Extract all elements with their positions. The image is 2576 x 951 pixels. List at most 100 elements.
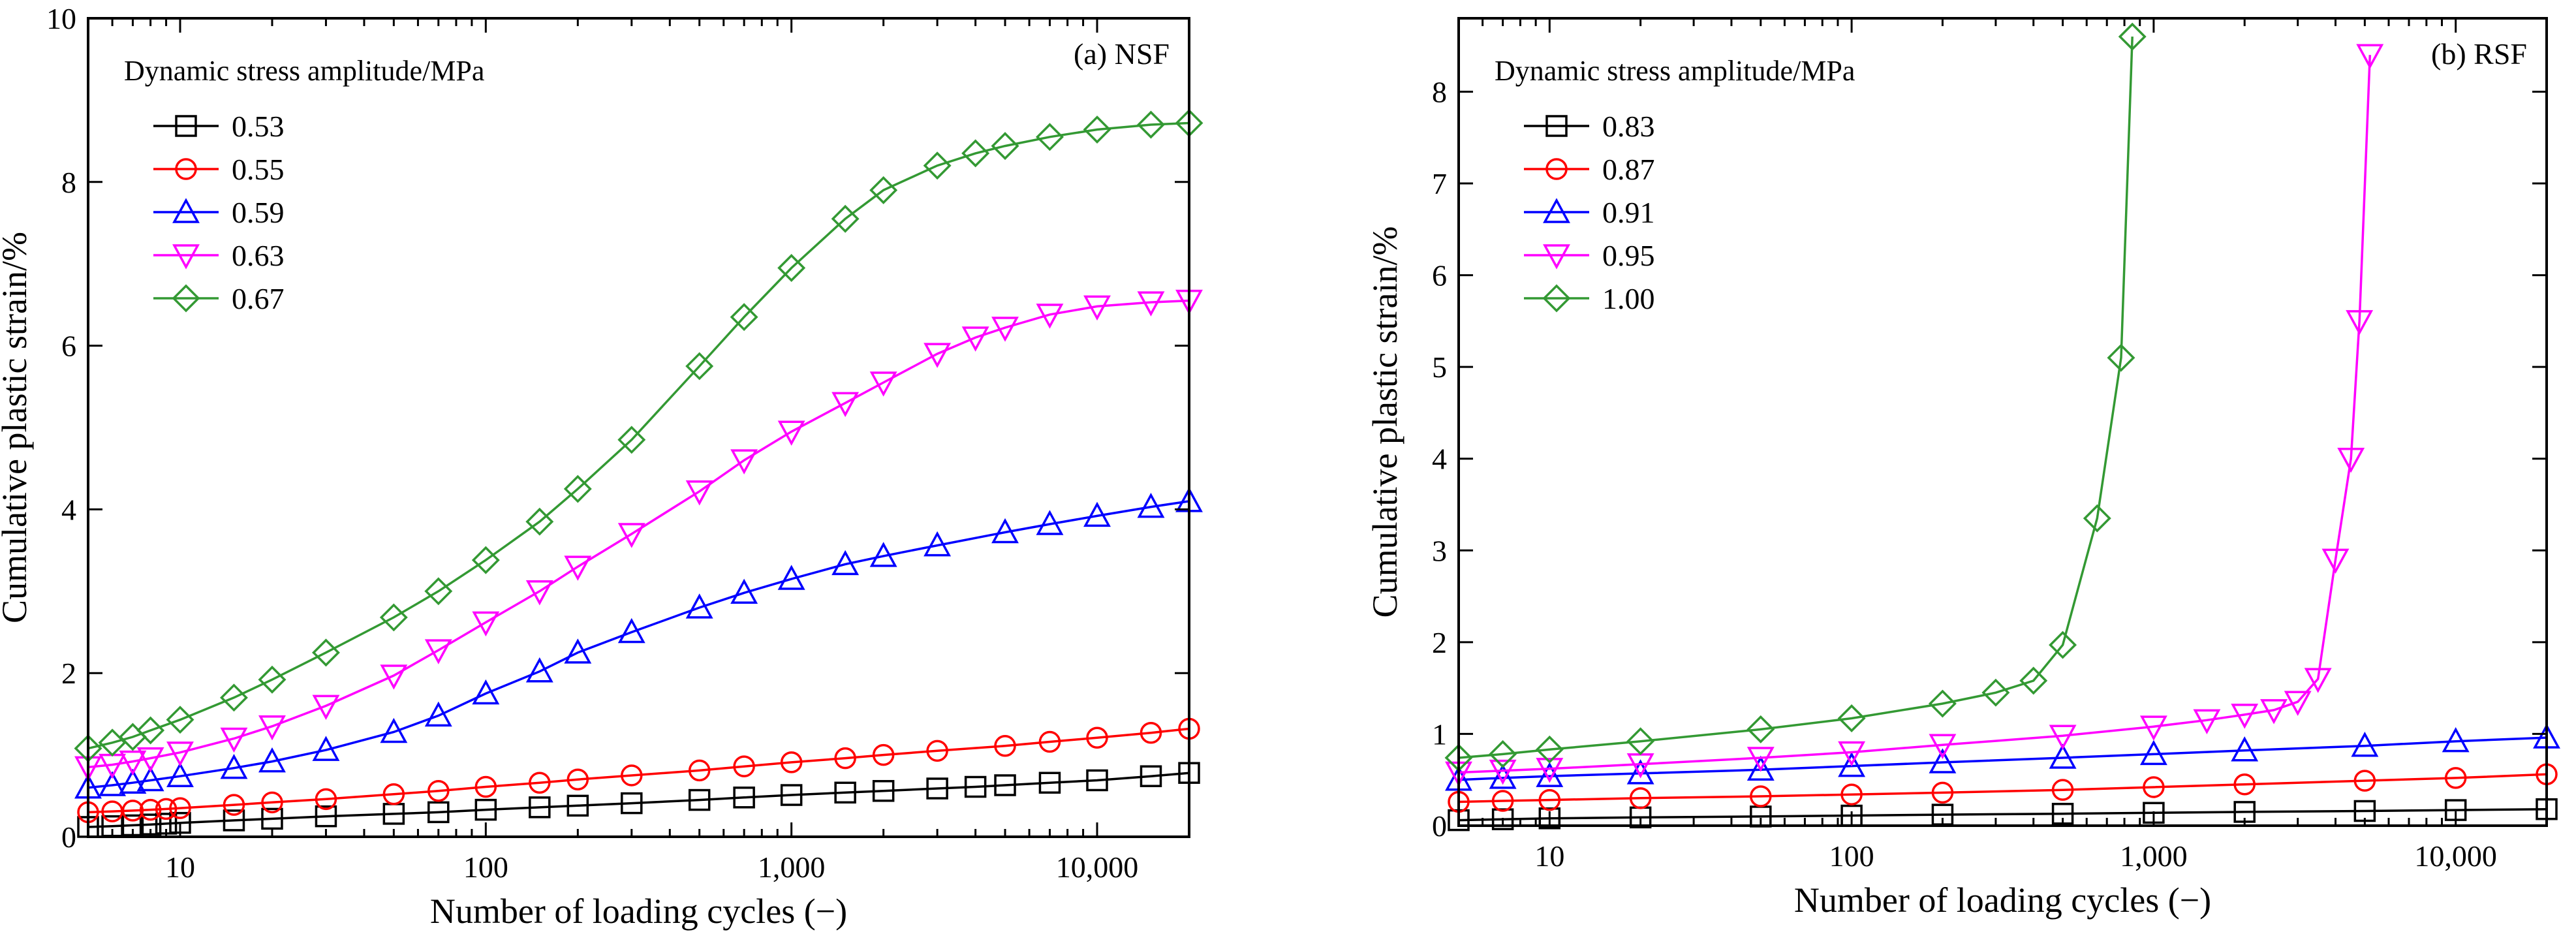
data-point bbox=[1929, 748, 1957, 773]
y-axis-label: Cumulative plastic strain/% bbox=[1365, 226, 1404, 618]
series-0.63 bbox=[74, 289, 1203, 782]
data-point bbox=[685, 480, 713, 506]
data-point bbox=[139, 798, 162, 821]
data-point bbox=[1838, 751, 1866, 777]
data-point bbox=[1626, 727, 1655, 756]
data-point bbox=[427, 801, 450, 824]
data-point bbox=[2231, 704, 2259, 729]
data-point bbox=[869, 542, 897, 567]
data-point bbox=[1137, 492, 1165, 518]
data-point bbox=[834, 747, 856, 770]
legend-label: 0.91 bbox=[1602, 196, 1655, 229]
data-point bbox=[220, 754, 248, 779]
data-point bbox=[1140, 721, 1162, 744]
data-point bbox=[119, 768, 147, 794]
data-point bbox=[529, 772, 551, 794]
data-point bbox=[261, 791, 283, 814]
y-tick-label: 2 bbox=[61, 657, 76, 690]
data-point bbox=[379, 603, 408, 632]
data-point bbox=[2107, 343, 2135, 372]
data-point bbox=[315, 788, 337, 811]
data-point bbox=[926, 777, 948, 800]
data-point bbox=[1036, 304, 1064, 329]
data-point bbox=[1929, 734, 1957, 759]
data-point bbox=[312, 736, 340, 761]
y-tick-label: 8 bbox=[61, 166, 76, 199]
data-point bbox=[119, 750, 147, 776]
data-point bbox=[2346, 310, 2374, 335]
legend-item: 0.53 bbox=[153, 110, 285, 143]
x-tick-label: 10 bbox=[1534, 839, 1564, 873]
data-point bbox=[1538, 807, 1561, 830]
data-point bbox=[424, 577, 453, 606]
data-point bbox=[923, 531, 952, 557]
data-point bbox=[685, 593, 713, 619]
data-point bbox=[474, 775, 497, 798]
series-line bbox=[1458, 807, 2547, 822]
legend-item: 1.00 bbox=[1524, 282, 1655, 315]
legend-label: 0.95 bbox=[1602, 239, 1655, 272]
data-point bbox=[2231, 736, 2259, 762]
plot-frame bbox=[87, 17, 1190, 838]
legend-item: 0.63 bbox=[153, 239, 285, 272]
data-point bbox=[1746, 755, 1775, 781]
data-point bbox=[1137, 291, 1165, 317]
data-point bbox=[427, 780, 450, 802]
legend-label: 0.59 bbox=[232, 196, 285, 229]
data-point bbox=[424, 639, 452, 664]
data-point bbox=[1036, 510, 1064, 535]
data-point bbox=[2051, 779, 2074, 801]
data-point bbox=[2356, 44, 2384, 69]
data-point bbox=[2118, 22, 2147, 51]
data-point bbox=[2049, 725, 2077, 750]
data-point bbox=[564, 555, 592, 581]
panel-label: (b) RSF bbox=[2431, 37, 2527, 70]
legend-label: 0.53 bbox=[232, 110, 285, 143]
data-point bbox=[1137, 110, 1165, 139]
data-point bbox=[1086, 726, 1108, 749]
data-point bbox=[380, 717, 408, 743]
data-point bbox=[617, 426, 646, 454]
panel-label: (a) NSF bbox=[1074, 37, 1170, 70]
data-point bbox=[169, 797, 191, 819]
data-point bbox=[1038, 772, 1061, 794]
data-point bbox=[2337, 447, 2365, 473]
data-point bbox=[1837, 704, 1866, 733]
data-point bbox=[1629, 787, 1652, 809]
data-point bbox=[2304, 668, 2332, 693]
legend-label: 0.55 bbox=[232, 153, 285, 186]
y-tick-label: 7 bbox=[1432, 167, 1447, 200]
data-point bbox=[617, 523, 645, 548]
legend-label: 0.67 bbox=[232, 282, 285, 315]
data-point bbox=[258, 715, 286, 741]
data-point bbox=[315, 805, 337, 828]
data-point bbox=[566, 768, 589, 790]
legend-marker bbox=[1543, 198, 1570, 223]
data-point bbox=[621, 792, 643, 815]
legend-marker bbox=[1545, 115, 1568, 137]
data-point bbox=[2139, 740, 2167, 766]
data-point bbox=[2049, 743, 2077, 769]
data-point bbox=[964, 775, 987, 798]
data-point bbox=[961, 139, 990, 168]
legend-item: 0.83 bbox=[1524, 110, 1655, 143]
y-tick-label: 4 bbox=[61, 493, 76, 526]
series-line bbox=[1458, 37, 2134, 759]
data-point bbox=[685, 352, 714, 381]
data-point bbox=[566, 794, 589, 817]
legend-item: 0.95 bbox=[1524, 239, 1655, 272]
data-point bbox=[777, 420, 805, 446]
data-point bbox=[312, 694, 340, 721]
data-point bbox=[1538, 788, 1561, 811]
legend-marker bbox=[172, 244, 200, 270]
x-tick-label: 10,000 bbox=[1056, 850, 1139, 884]
series-line bbox=[87, 727, 1190, 814]
data-point bbox=[1083, 116, 1111, 144]
data-point bbox=[831, 550, 860, 576]
data-point bbox=[472, 679, 500, 705]
data-point bbox=[994, 735, 1016, 757]
legend-item: 0.91 bbox=[1524, 196, 1655, 229]
data-point bbox=[2019, 666, 2048, 695]
data-point bbox=[994, 774, 1016, 796]
y-tick-label: 2 bbox=[1432, 626, 1447, 659]
